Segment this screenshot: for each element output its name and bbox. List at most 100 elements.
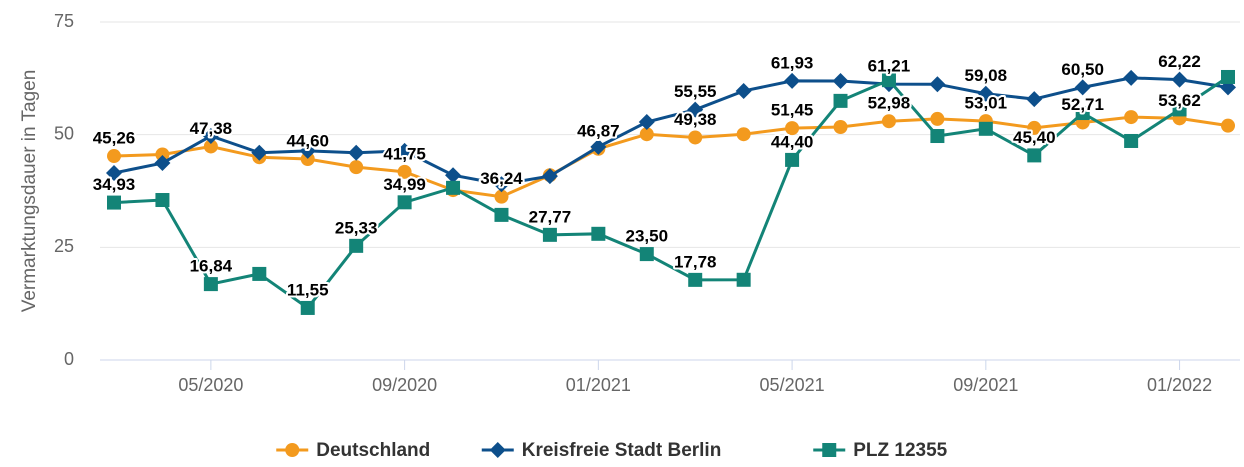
y-axis-label: Vermarktungsdauer in Tagen — [19, 70, 40, 313]
data-point — [542, 227, 557, 242]
data-label: 53,01 — [965, 94, 1008, 113]
data-point — [446, 180, 461, 195]
y-tick-label: 50 — [54, 123, 74, 143]
data-label: 45,26 — [93, 129, 136, 148]
x-tick-label: 05/2021 — [760, 375, 825, 395]
data-label: 25,33 — [335, 218, 378, 237]
data-label: 45,40 — [1013, 128, 1056, 147]
data-point — [1171, 71, 1188, 88]
legend-marker — [489, 442, 506, 458]
data-point — [1123, 69, 1140, 86]
data-point — [300, 300, 315, 315]
data-point — [493, 176, 510, 193]
data-label: 44,40 — [771, 132, 814, 151]
data-point — [736, 127, 751, 142]
data-point — [106, 164, 122, 181]
data-point — [639, 247, 654, 262]
data-point — [348, 144, 365, 161]
x-tick-label: 05/2020 — [178, 375, 243, 395]
data-point — [930, 129, 945, 144]
legend-item: Deutschland — [276, 440, 430, 461]
x-tick-label: 01/2022 — [1147, 375, 1212, 395]
series-line — [113, 75, 1229, 310]
data-point — [397, 195, 412, 210]
data-label: 55,55 — [674, 82, 717, 101]
data-point — [639, 127, 654, 142]
data-point — [930, 111, 945, 126]
data-label: 36,24 — [480, 169, 523, 188]
data-point — [107, 149, 121, 164]
y-tick-label: 25 — [54, 236, 74, 256]
data-point — [1027, 148, 1042, 163]
data-point — [299, 142, 316, 159]
data-point — [1074, 79, 1091, 96]
data-label: 34,99 — [383, 175, 426, 194]
y-tick-label: 75 — [54, 11, 74, 31]
data-label: 34,93 — [93, 175, 136, 194]
data-point — [1027, 120, 1042, 135]
data-point — [397, 164, 412, 179]
legend-item: PLZ 12355 — [813, 440, 948, 461]
series-line — [113, 115, 1229, 199]
data-point — [881, 114, 896, 129]
data-point — [155, 193, 170, 208]
data-label: 49,38 — [674, 110, 717, 129]
data-point — [202, 128, 219, 145]
data-point — [978, 121, 993, 136]
data-point — [785, 121, 800, 136]
data-point — [687, 101, 704, 118]
data-point — [107, 195, 121, 210]
data-label: 16,84 — [190, 257, 233, 276]
data-point — [154, 155, 171, 172]
data-point — [735, 82, 752, 99]
data-point — [1075, 106, 1090, 121]
data-point — [1221, 118, 1235, 133]
data-point — [300, 152, 315, 167]
data-point — [929, 76, 946, 93]
data-point — [1124, 133, 1139, 148]
legend-marker — [285, 443, 300, 457]
y-tick-label: 0 — [64, 349, 74, 369]
data-label: 61,93 — [771, 53, 814, 72]
data-label: 52,98 — [868, 94, 911, 113]
data-point — [396, 142, 413, 159]
legend-item: Kreisfreie Stadt Berlin — [481, 440, 721, 461]
data-point — [688, 130, 703, 145]
data-label: 41,75 — [383, 144, 426, 163]
data-point — [590, 138, 607, 155]
data-point — [349, 160, 364, 175]
data-label: 27,77 — [529, 207, 572, 226]
data-point — [203, 139, 218, 154]
data-label: 44,60 — [286, 131, 329, 150]
data-point — [688, 272, 703, 287]
data-point — [784, 72, 801, 89]
data-point — [541, 168, 558, 185]
data-point — [1172, 102, 1187, 117]
data-label: 61,21 — [868, 57, 911, 76]
data-label: 52,71 — [1061, 95, 1104, 114]
x-tick-label: 09/2021 — [953, 375, 1018, 395]
legend-marker — [822, 443, 837, 457]
x-tick-label: 09/2020 — [372, 375, 437, 395]
data-point — [494, 189, 509, 204]
data-point — [155, 147, 170, 162]
data-label: 47,38 — [190, 119, 233, 138]
data-point — [445, 167, 462, 184]
data-label: 59,08 — [965, 66, 1008, 85]
data-point — [252, 266, 267, 281]
data-point — [1124, 110, 1139, 125]
data-label: 17,78 — [674, 252, 717, 271]
data-point — [349, 238, 364, 253]
data-point — [833, 120, 848, 135]
data-point — [785, 152, 800, 167]
series-line — [113, 76, 1229, 186]
data-point — [1026, 91, 1043, 108]
data-point — [881, 73, 896, 88]
data-point — [494, 207, 509, 222]
data-point — [833, 93, 848, 108]
data-point — [251, 144, 268, 161]
data-label: 46,87 — [577, 121, 620, 140]
x-tick-label: 01/2021 — [566, 375, 631, 395]
data-label: 11,55 — [287, 280, 329, 299]
